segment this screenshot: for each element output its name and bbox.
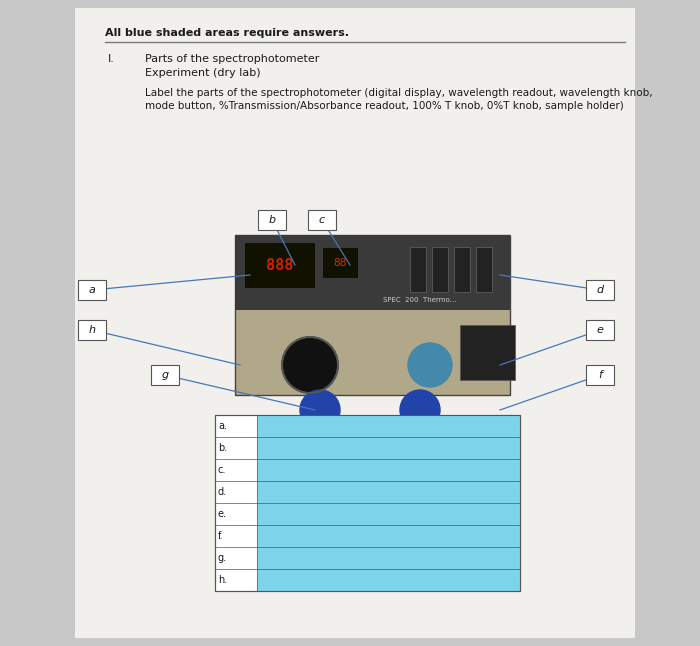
Text: e.: e. [218, 509, 227, 519]
Bar [257, 437, 520, 459]
Text: f: f [598, 370, 602, 380]
Bar [454, 247, 470, 292]
Bar [257, 459, 520, 481]
Text: 888: 888 [266, 258, 294, 273]
Bar [586, 280, 614, 300]
Bar [215, 415, 520, 591]
Bar [586, 365, 614, 385]
Text: e: e [596, 325, 603, 335]
Bar [257, 481, 520, 503]
Text: All blue shaded areas require answers.: All blue shaded areas require answers. [105, 28, 349, 38]
Bar [235, 235, 510, 310]
Bar [258, 210, 286, 230]
Circle shape [282, 337, 338, 393]
Text: h.: h. [218, 575, 228, 585]
Circle shape [300, 390, 340, 430]
Bar [308, 210, 336, 230]
Text: d.: d. [218, 487, 227, 497]
Bar [257, 415, 520, 437]
Bar [586, 320, 614, 340]
Bar [410, 247, 426, 292]
Text: d: d [596, 285, 603, 295]
Text: b.: b. [218, 443, 228, 453]
Text: h: h [88, 325, 95, 335]
Text: a: a [89, 285, 95, 295]
Text: c.: c. [218, 465, 226, 475]
Bar [235, 235, 510, 395]
Text: c: c [319, 215, 325, 225]
Bar [78, 320, 106, 340]
Text: f.: f. [218, 531, 223, 541]
Text: g.: g. [218, 553, 227, 563]
Text: Label the parts of the spectrophotometer (digital display, wavelength readout, w: Label the parts of the spectrophotometer… [145, 88, 652, 98]
Text: 88: 88 [333, 258, 346, 268]
Bar [257, 569, 520, 591]
Circle shape [408, 343, 452, 387]
Text: Experiment (dry lab): Experiment (dry lab) [145, 68, 260, 78]
Bar [257, 525, 520, 547]
Text: g: g [162, 370, 169, 380]
Text: I.: I. [108, 54, 115, 64]
Bar [257, 503, 520, 525]
Text: a.: a. [218, 421, 227, 431]
Bar [215, 415, 520, 591]
Bar [476, 247, 492, 292]
Bar [75, 8, 635, 638]
Bar [432, 247, 448, 292]
Text: b: b [268, 215, 276, 225]
Bar [78, 280, 106, 300]
Bar [323, 248, 358, 278]
Text: Parts of the spectrophotometer: Parts of the spectrophotometer [145, 54, 319, 64]
Text: SPEC  200  Thermo...: SPEC 200 Thermo... [383, 297, 456, 303]
Bar [257, 547, 520, 569]
Bar [460, 325, 515, 380]
Circle shape [400, 390, 440, 430]
Bar [245, 243, 315, 288]
Bar [151, 365, 179, 385]
Text: mode button, %Transmission/Absorbance readout, 100% T knob, 0%T knob, sample hol: mode button, %Transmission/Absorbance re… [145, 101, 624, 111]
